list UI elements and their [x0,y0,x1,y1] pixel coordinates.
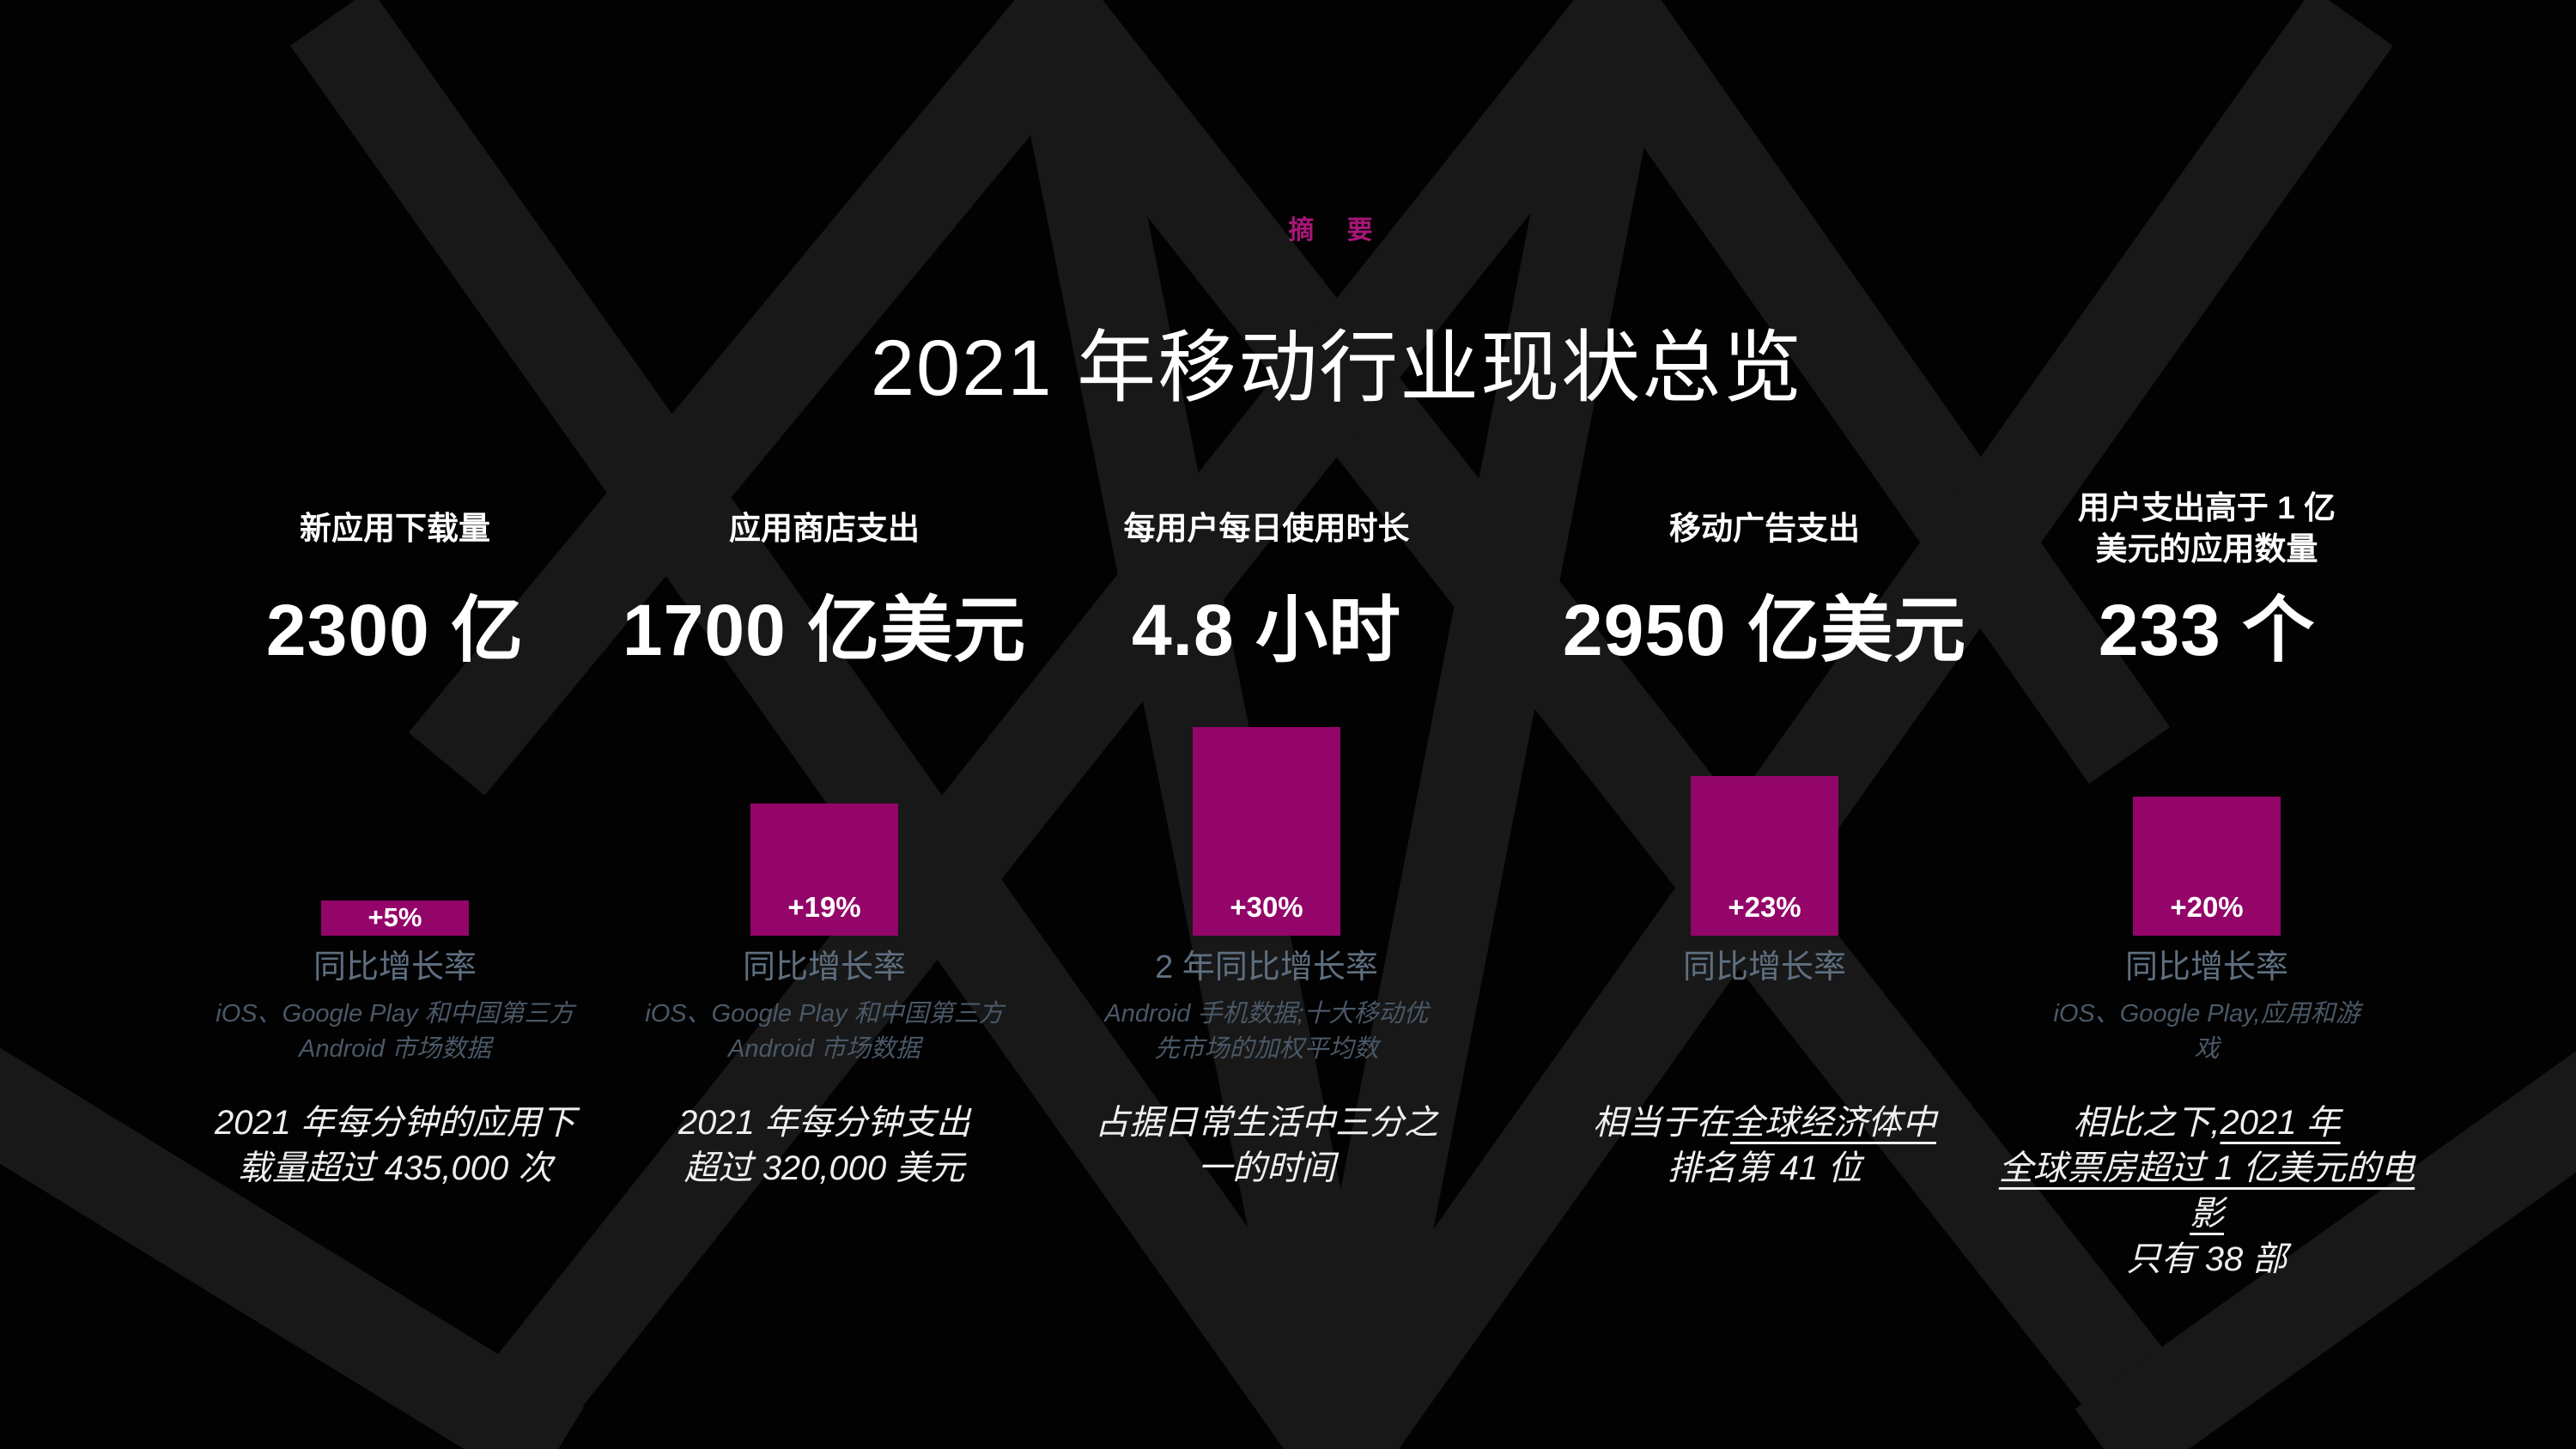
stat-column-ad-spend: 移动广告支出 2950 亿美元 +23% 同比增长率 相当于在全球经济体中 排名… [1550,481,1979,1449]
stat-value: 2950 亿美元 [1562,590,1967,670]
plain-text: 占据日常生活中三分之 一的时间 [1095,1104,1438,1187]
growth-bar: +20% [2133,797,2281,936]
source-note: iOS、Google Play 和中国第三方 Android 市场数据 [645,1000,1004,1063]
growth-percent-label: +30% [1230,891,1303,923]
stat-column-store-spend: 应用商店支出 1700 亿美元 +19% 同比增长率 iOS、Google Pl… [610,481,1039,1449]
plain-text: 2021 年每分钟的应用下 载量超过 435,000 次 [214,1104,576,1187]
plain-text: 只有 38 部 [2126,1240,2287,1278]
growth-caption: 同比增长率 [742,949,906,985]
growth-bar: +5% [321,900,469,936]
plain-text: 2021 年每分钟支出 超过 320,000 美元 [677,1104,971,1187]
gem-facet-corner-left [0,1047,585,1449]
growth-bar-zone: +20% [1992,481,2421,936]
growth-bar: +30% [1193,727,1340,936]
plain-text: 排名第 41 位 [1667,1149,1862,1187]
underlined-text: 全球票房超过 1 亿美元的电影 [1998,1149,2415,1233]
insight-note: 2021 年每分钟的应用下 载量超过 435,000 次 [180,1100,610,1191]
growth-caption: 同比增长率 [1682,949,1846,985]
growth-caption: 2 年同比增长率 [1155,949,1378,985]
page-title: 2021 年移动行业现状总览 [870,324,1804,412]
stat-label: 新应用下载量 [300,511,490,546]
plain-text: 相当于在 [1593,1104,1730,1142]
insight-note: 2021 年每分钟支出 超过 320,000 美元 [610,1100,1039,1191]
growth-percent-label: +5% [368,902,422,932]
stat-value: 2300 亿 [265,590,525,670]
stat-label: 移动广告支出 [1669,511,1860,546]
stat-column-daily-time: 每用户每日使用时长 4.8 小时 +30% 2 年同比增长率 Android 手… [1052,481,1481,1449]
growth-bar-zone: +30% [1052,481,1481,936]
growth-percent-label: +23% [1728,891,1801,923]
growth-bar: +23% [1691,776,1838,936]
stat-label: 每用户每日使用时长 [1123,511,1410,546]
underlined-text: 全球经济体中 [1730,1104,1936,1142]
stat-column-new-downloads: 新应用下载量 2300 亿 +5% 同比增长率 iOS、Google Play … [180,481,610,1449]
gem-facet-corner-right [2075,1051,2576,1449]
growth-bar-zone: +5% [180,481,610,936]
source-note: Android 手机数据;十大移动优 先市场的加权平均数 [1104,1000,1429,1063]
growth-caption: 同比增长率 [2124,949,2288,985]
growth-bar-zone: +23% [1550,481,1979,936]
stat-value: 4.8 小时 [1131,590,1402,670]
source-note: iOS、Google Play 和中国第三方 Android 市场数据 [216,1000,574,1063]
stat-column-100m-apps: 用户支出高于 1 亿 美元的应用数量 233 个 +20% 同比增长率 iOS、… [1992,481,2421,1449]
insight-note: 相当于在全球经济体中 排名第 41 位 [1550,1100,1979,1191]
source-note: iOS、Google Play,应用和游 戏 [2053,1000,2360,1063]
stat-label: 用户支出高于 1 亿 美元的应用数量 [2077,490,2336,567]
growth-bar-zone: +19% [610,481,1039,936]
growth-bar: +19% [750,803,898,936]
stat-label: 应用商店支出 [729,511,920,546]
stat-value: 233 个 [2098,590,2316,670]
stat-value: 1700 亿美元 [622,590,1027,670]
plain-text: 相比之下, [2073,1104,2221,1142]
insight-note: 占据日常生活中三分之 一的时间 [1052,1100,1481,1191]
gem-facet-inner-right [1292,15,1667,1449]
growth-percent-label: +20% [2170,891,2244,923]
growth-caption: 同比增长率 [313,949,477,985]
section-eyebrow: 摘 要 [1288,216,1386,245]
underlined-text: 2021 年 [2220,1104,2341,1142]
growth-percent-label: +19% [787,891,861,923]
insight-note: 相比之下,2021 年 全球票房超过 1 亿美元的电影 只有 38 部 [1992,1100,2421,1282]
